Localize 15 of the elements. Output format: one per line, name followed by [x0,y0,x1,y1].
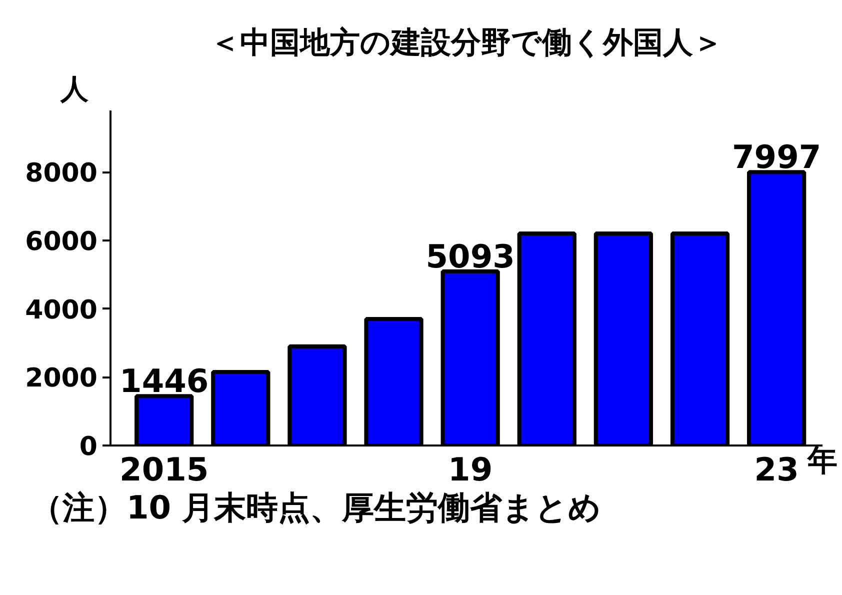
y-tick-label: 2000 [25,364,98,394]
y-axis-title: 人 [60,72,90,106]
y-tick-label: 4000 [25,295,98,326]
x-axis-title: 年 [806,444,838,478]
data-label: 7997 [732,138,822,176]
x-tick-label: 19 [448,450,493,488]
x-tick-label: 2015 [120,450,209,488]
text: （注）10 月末時点、厚生労働省まとめ [30,488,602,526]
data-label: 1446 [120,362,209,400]
chart-title: ＜中国地方の建設分野で働く外国人＞ [210,26,723,60]
y-tick-label: 6000 [25,226,98,257]
y-tick-label: 8000 [25,158,98,189]
x-tick-label: 23 [754,450,799,488]
y-tick-label: 0 [79,432,98,462]
data-label: 5093 [426,237,515,276]
